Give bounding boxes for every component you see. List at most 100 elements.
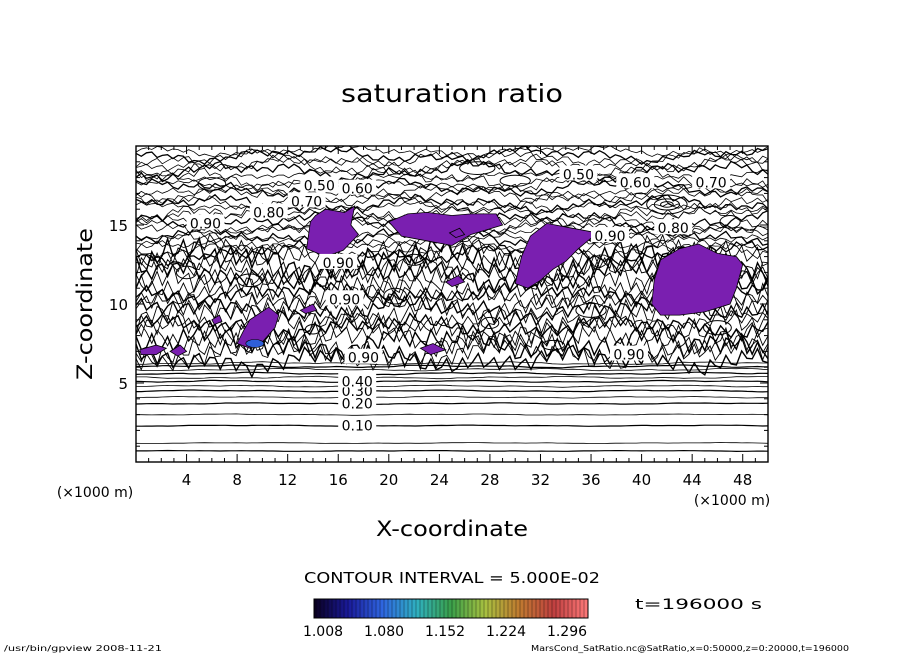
supersaturated-region-5 <box>139 344 168 356</box>
contour-label-bg <box>249 203 288 219</box>
x-axis-unit: (×1000 m) <box>694 493 770 509</box>
contour-label: 0.80 <box>253 205 284 221</box>
supersaturated-region-6 <box>169 344 188 357</box>
contour-label: 0.70 <box>291 194 322 210</box>
contour-label-bg <box>338 372 377 388</box>
supersaturated-region-1 <box>388 211 504 246</box>
contour-label-bg <box>300 176 339 192</box>
y-tick-label: 10 <box>109 296 128 314</box>
contour-line-2 <box>136 424 768 427</box>
contour-label-bg <box>609 345 648 361</box>
contour-line-50 <box>136 177 768 198</box>
contour-line-56 <box>136 153 768 173</box>
contour-eddy <box>175 265 198 280</box>
contour-line-20 <box>136 311 768 342</box>
contour-line-1 <box>136 442 768 445</box>
x-tick-label: 24 <box>430 471 449 489</box>
contour-line-21 <box>136 306 768 335</box>
contour-label: 0.60 <box>342 182 373 198</box>
contour-label: 0.40 <box>342 374 373 390</box>
contour-eddy <box>646 194 688 215</box>
contour-label-bg <box>338 394 377 410</box>
supersaturated-region-9 <box>444 275 466 288</box>
contour-label: 0.90 <box>329 292 360 308</box>
x-tick-label: 12 <box>278 471 297 489</box>
colorbar <box>313 598 589 619</box>
contour-line-52 <box>136 166 768 193</box>
contour-label: 0.90 <box>348 351 379 367</box>
contour-line-11 <box>136 367 768 372</box>
colorbar-tick-label: 1.008 <box>303 624 343 640</box>
contour-eddy <box>197 177 227 191</box>
contour-label-bg <box>325 290 364 306</box>
contour-label: 0.90 <box>613 348 644 364</box>
contour-line-8 <box>136 379 768 383</box>
contour-eddy <box>575 302 607 318</box>
contour-line-18 <box>136 316 768 357</box>
supersaturated-region-12 <box>448 227 466 239</box>
chart-title: saturation ratio <box>341 79 563 108</box>
x-tick-label: 40 <box>632 471 651 489</box>
y-tick-label: 5 <box>118 375 128 393</box>
contour-line-43 <box>136 203 768 229</box>
contour-eddy <box>660 201 674 208</box>
supersaturated-region-11 <box>211 314 223 326</box>
contour-line-3 <box>136 413 768 416</box>
contour-line-6 <box>136 389 768 393</box>
supersaturated-region-10 <box>299 303 318 314</box>
contour-eddy <box>499 174 531 187</box>
x-tick-label: 36 <box>581 471 600 489</box>
contour-label-bg <box>559 165 598 181</box>
contour-line-33 <box>136 233 768 275</box>
footer-right: MarsCond_SatRatio.nc@SatRatio,x=0:50000,… <box>531 644 849 653</box>
contour-line-10 <box>136 371 768 376</box>
contour-label: 0.80 <box>658 221 689 237</box>
y-axis-label: Z-coordinate <box>73 228 97 380</box>
x-tick-label: 32 <box>531 471 550 489</box>
high-saturation-patch <box>245 339 265 348</box>
contour-line-0 <box>136 449 768 453</box>
contour-label-bg <box>338 179 377 195</box>
x-tick-label: 20 <box>379 471 398 489</box>
contour-line-35 <box>136 239 768 259</box>
contour-line-54 <box>136 158 768 184</box>
x-tick-label: 44 <box>683 471 702 489</box>
time-label: t=196000 s <box>635 597 762 613</box>
contour-label-bg <box>692 173 731 189</box>
colorbar-gradient <box>314 599 588 618</box>
supersaturated-region-7 <box>419 343 447 356</box>
colorbar-tick-labels: 1.008 1.080 1.152 1.224 1.296 <box>303 624 587 640</box>
contour-label-bg <box>186 214 225 230</box>
contour-label: 0.30 <box>342 384 373 400</box>
footer-left: /usr/bin/gpview 2008-11-21 <box>4 644 162 653</box>
contour-label-bg <box>319 253 358 269</box>
contour-labels: 0.10 0.200.300.40 0.50 0.60 0.70 0.80 0.90 0.90… <box>186 165 731 435</box>
supersaturated-region-0 <box>306 205 360 258</box>
contour-line-14 <box>136 343 768 379</box>
contour-eddy <box>383 287 407 305</box>
x-tick-label: 16 <box>329 471 348 489</box>
x-tick-label: 48 <box>733 471 752 489</box>
colorbar-frame <box>313 598 589 619</box>
contour-line-12 <box>136 364 768 369</box>
contour-label-bg <box>654 219 693 235</box>
contour-line-9 <box>136 375 768 380</box>
contour-eddy <box>304 324 322 335</box>
contour-eddy <box>403 253 425 266</box>
contour-label: 0.90 <box>594 229 625 245</box>
contour-label-bg <box>591 227 629 243</box>
contour-line-49 <box>136 184 768 200</box>
contour-line-19 <box>136 309 768 356</box>
contour-line-5 <box>136 395 768 399</box>
colorbar-tick-label: 1.152 <box>425 624 465 640</box>
contour-line-48 <box>136 185 768 208</box>
contour-label-bg <box>616 173 655 189</box>
contour-line-58 <box>136 146 768 166</box>
y-tick-labels: 5 10 15 <box>109 217 128 393</box>
contour-line-51 <box>136 176 768 191</box>
colorbar-tick-label: 1.080 <box>364 624 404 640</box>
contour-lines <box>136 146 768 453</box>
contour-label: 0.50 <box>304 179 335 195</box>
contour-eddy <box>236 273 263 288</box>
contour-eddy <box>703 320 732 336</box>
